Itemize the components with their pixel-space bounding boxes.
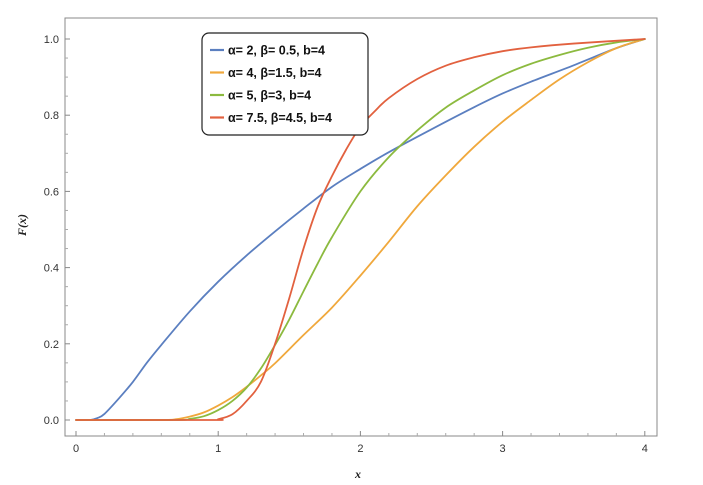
y-tick-label: 0.6 [44, 186, 59, 198]
legend-items: α= 2, β= 0.5, b=4 α= 4, β=1.5, b=4 α= 5, β… [210, 44, 332, 125]
series-line-1 [75, 38, 646, 421]
y-tick-label: 0.8 [44, 110, 59, 122]
x-tick-label: 3 [500, 443, 506, 455]
y-tick-label: 1.0 [44, 34, 59, 46]
x-tick-label: 2 [357, 443, 363, 455]
y-tick-label: 0.4 [44, 263, 59, 275]
legend: α= 2, β= 0.5, b=4 α= 4, β=1.5, b=4 α= 5, β… [201, 32, 369, 136]
y-tick-label: 0.2 [44, 339, 59, 351]
x-tick-label: 4 [642, 443, 648, 455]
legend-box [201, 32, 369, 136]
legend-label: α= 2, β= 0.5, b=4 [228, 44, 325, 58]
x-tick-label: 1 [215, 443, 221, 455]
legend-label: α= 7.5, β=4.5, b=4 [228, 111, 332, 125]
series-line-3 [75, 38, 646, 421]
y-axis-ticks: 0.0 0.2 0.4 0.6 0.8 1.0 [44, 34, 70, 427]
legend-label: α= 5, β=3, b=4 [228, 89, 311, 103]
legend-label: α= 4, β=1.5, b=4 [228, 66, 322, 80]
series-line-4 [75, 38, 646, 421]
x-axis-label: x [354, 467, 361, 481]
plot-frame [64, 17, 658, 437]
x-tick-label: 0 [73, 443, 79, 455]
y-axis-label: F(x) [15, 214, 29, 237]
series-line-2 [75, 38, 646, 421]
series-lines [75, 38, 646, 421]
x-axis-ticks: 0 1 2 3 4 [73, 431, 648, 455]
y-tick-label: 0.0 [44, 415, 59, 427]
